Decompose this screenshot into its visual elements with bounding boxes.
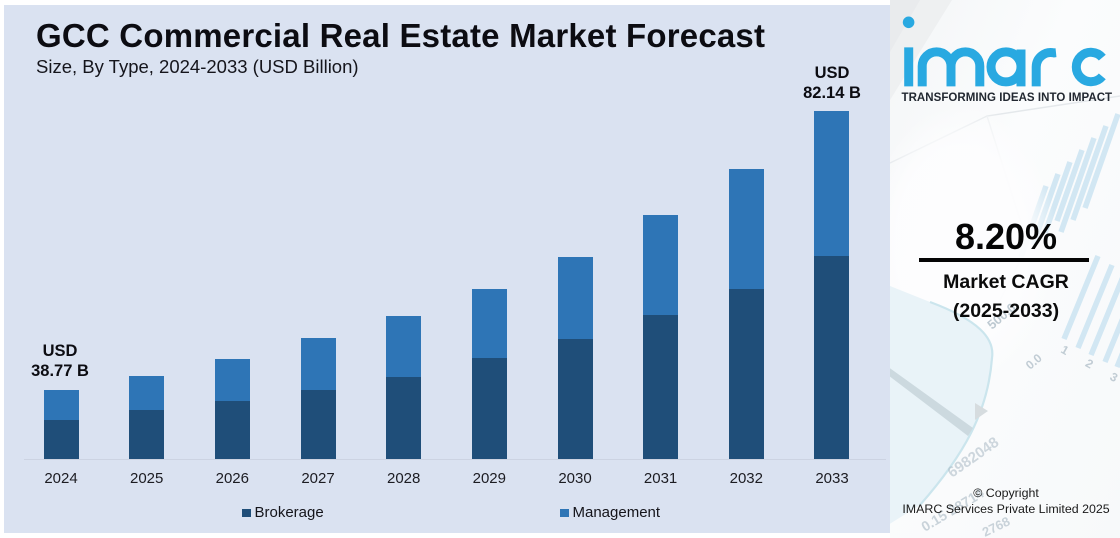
- svg-text:TRANSFORMING IDEAS INTO IMPACT: TRANSFORMING IDEAS INTO IMPACT: [902, 92, 1113, 104]
